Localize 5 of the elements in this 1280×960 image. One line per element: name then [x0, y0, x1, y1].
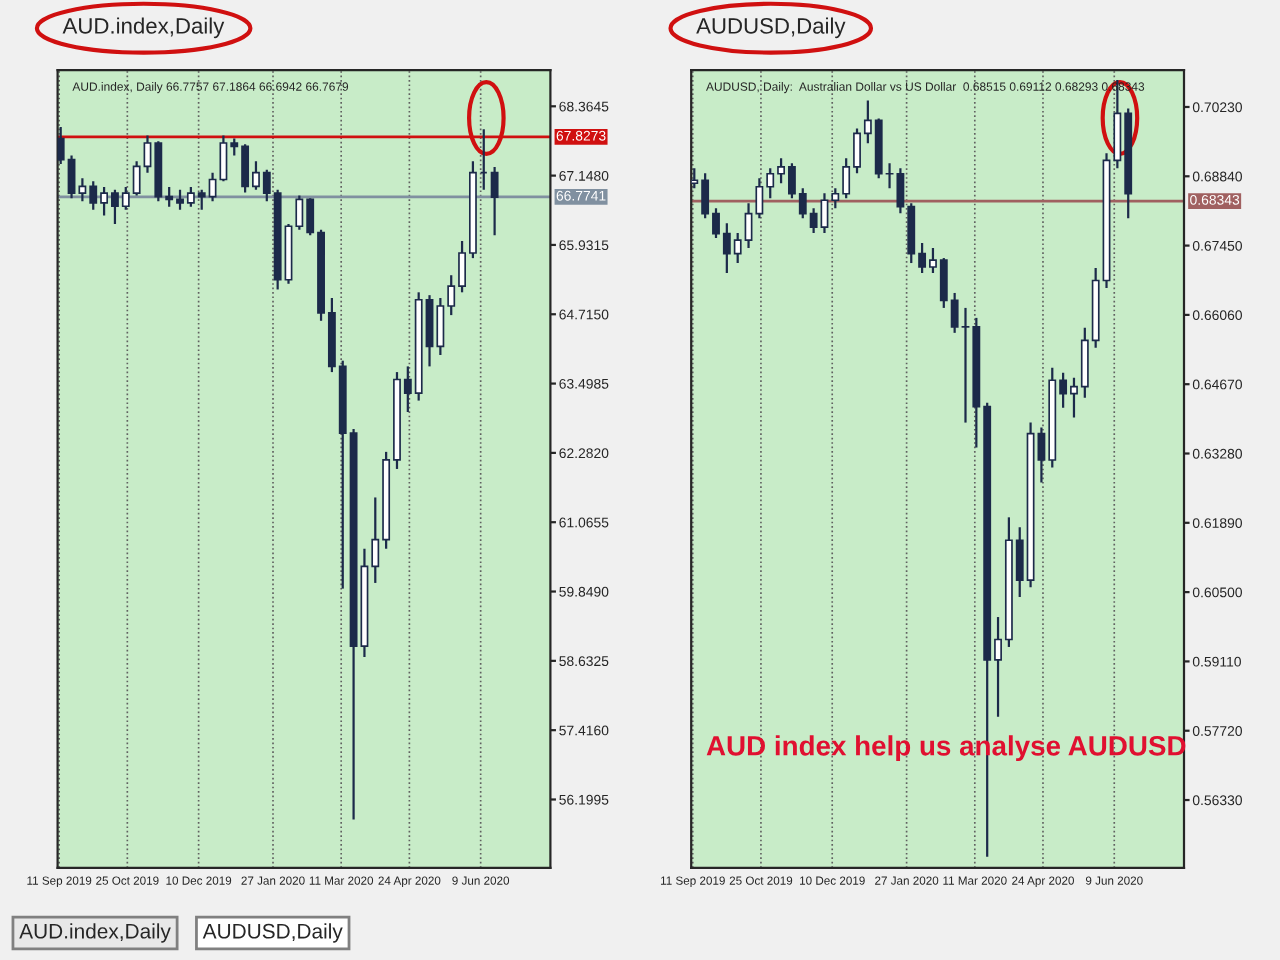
- chart-title: AUD.index,Daily: [62, 17, 225, 39]
- text: AUDUSD,Daily: [202, 923, 343, 943]
- text: AUD.index,Daily: [19, 923, 171, 943]
- candlestick: [490, 165, 499, 237]
- chart-title: AUDUSD,Daily: [696, 17, 846, 39]
